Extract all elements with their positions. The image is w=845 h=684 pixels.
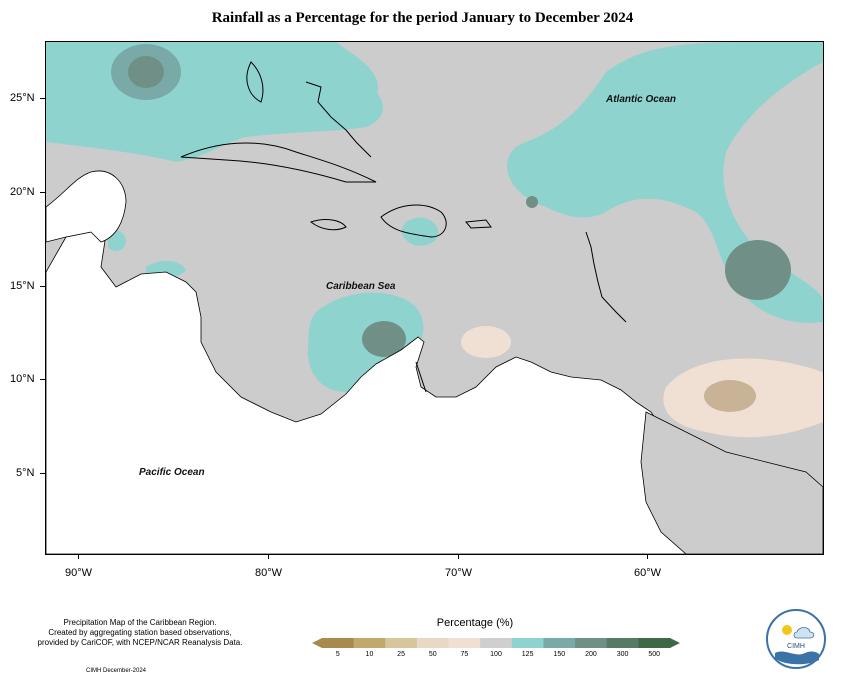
footnote-line: Precipitation Map of the Caribbean Regio… xyxy=(63,618,217,627)
very-wet-area-spot xyxy=(526,196,538,208)
footnote-text: Precipitation Map of the Caribbean Regio… xyxy=(35,618,245,648)
footnote-line: provided by CariCOF, with NCEP/NCAR Rean… xyxy=(37,638,243,647)
legend-title: Percentage (%) xyxy=(436,617,514,629)
atlantic-ocean-label: Atlantic Ocean xyxy=(606,94,677,105)
footnote-line: Created by aggregating station based obs… xyxy=(48,628,232,637)
legend-tick-label: 500 xyxy=(648,651,661,658)
cloud-icon xyxy=(793,627,815,639)
map-panel xyxy=(45,41,824,555)
island-bahamas xyxy=(305,81,372,158)
legend-swatch xyxy=(511,638,544,648)
florida xyxy=(246,61,264,103)
dry-area-abc-islands xyxy=(461,326,511,358)
island-hispaniola xyxy=(380,204,447,238)
very-dry-area-east xyxy=(704,380,756,412)
legend-tick-label: 10 xyxy=(365,651,374,658)
very-wet-area-atlantic xyxy=(725,240,791,300)
legend-swatch xyxy=(575,638,608,648)
x-tick-label: 80°W xyxy=(255,567,283,579)
x-tick-mark xyxy=(78,554,79,559)
legend-tick-label: 150 xyxy=(553,651,566,658)
legend-tick-label: 100 xyxy=(490,651,502,658)
y-tick-mark xyxy=(40,192,45,193)
legend-swatch xyxy=(638,638,671,648)
legend-tick-label: 200 xyxy=(585,651,597,658)
legend-tick-label: 300 xyxy=(616,651,629,658)
y-tick-label: 20°N xyxy=(10,186,35,198)
caribbean-islands xyxy=(180,61,627,393)
sun-icon xyxy=(782,625,792,635)
island-jamaica xyxy=(309,219,347,231)
x-tick-label: 70°W xyxy=(445,567,473,579)
island-cuba xyxy=(180,142,377,183)
legend-tick-label: 25 xyxy=(397,651,405,658)
y-tick-label: 25°N xyxy=(10,92,35,104)
lake-maracaibo xyxy=(415,361,427,393)
x-tick-label: 60°W xyxy=(634,567,662,579)
map-title: Rainfall as a Percentage for the period … xyxy=(211,10,634,26)
island-puerto-rico xyxy=(465,219,492,229)
legend-swatch xyxy=(385,638,418,648)
legend-swatch xyxy=(480,638,513,648)
wet-area-gulf xyxy=(46,42,823,162)
very-wet-area-colombia xyxy=(362,321,406,357)
legend-tick-label: 50 xyxy=(428,651,437,658)
x-tick-label: 90°W xyxy=(65,567,93,579)
legend-arrow-left xyxy=(312,638,322,648)
cimh-logo: CIMH xyxy=(766,609,826,669)
legend-tick-label: 5 xyxy=(335,651,340,658)
y-tick-mark xyxy=(40,98,45,99)
caribbean-sea-label: Caribbean Sea xyxy=(326,281,396,292)
lesser-antilles xyxy=(585,231,627,323)
legend-swatch xyxy=(543,638,576,648)
pacific-ocean-label: Pacific Ocean xyxy=(139,467,205,478)
y-tick-mark xyxy=(40,379,45,380)
y-tick-label: 5°N xyxy=(16,467,35,479)
x-tick-mark xyxy=(458,554,459,559)
legend-arrow-right xyxy=(670,638,680,648)
wave-icon xyxy=(775,651,819,665)
y-tick-mark xyxy=(40,286,45,287)
y-tick-label: 10°N xyxy=(10,373,35,385)
logo-text: CIMH xyxy=(787,643,805,650)
legend-colorbar xyxy=(312,638,680,648)
wet-area-hispaniola xyxy=(401,217,439,246)
y-tick-mark xyxy=(40,473,45,474)
x-tick-mark xyxy=(268,554,269,559)
legend-swatch xyxy=(416,638,450,648)
legend-swatch xyxy=(322,638,355,648)
rainfall-map xyxy=(46,42,823,554)
legend-tick-label: 75 xyxy=(460,651,469,658)
legend-swatch xyxy=(448,638,481,648)
footnote-credit: CIMH December-2024 xyxy=(86,668,147,674)
land-guianas-contoured xyxy=(640,411,823,554)
legend-tick-label: 125 xyxy=(521,651,534,658)
legend-swatch xyxy=(353,638,386,648)
legend-swatch xyxy=(606,638,639,648)
y-tick-label: 15°N xyxy=(10,280,35,292)
land-yucatan xyxy=(46,170,127,243)
extreme-wet-area-gulf xyxy=(128,56,164,88)
x-tick-mark xyxy=(647,554,648,559)
